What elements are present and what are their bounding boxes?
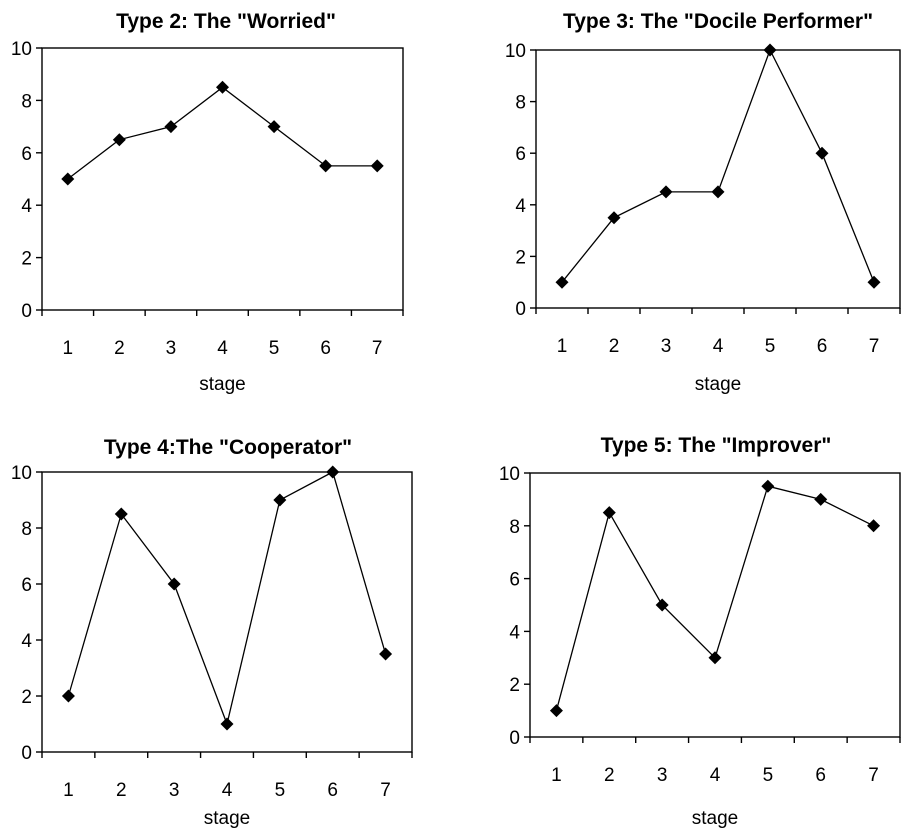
x-tick-label: 6 [320,338,331,359]
data-point [814,493,827,506]
y-tick-label: 0 [21,743,32,764]
x-tick-label: 5 [275,780,286,801]
x-tick-label: 2 [604,765,615,786]
x-tick-label: 3 [166,338,177,359]
x-tick-label: 2 [114,338,125,359]
plot-frame [536,50,900,308]
plot-frame [530,473,900,737]
series-line [556,486,873,710]
data-point [164,120,177,133]
data-point [761,480,774,493]
data-point [550,704,563,717]
y-tick-label: 6 [21,575,32,596]
y-tick-label: 0 [21,301,32,322]
y-tick-label: 6 [509,570,520,591]
series-line [68,472,385,724]
x-tick-label: 1 [62,338,73,359]
x-tick-label: 1 [557,336,568,357]
x-tick-label: 4 [713,336,724,357]
x-axis-label: stage [204,808,250,829]
x-tick-label: 7 [372,338,383,359]
y-tick-label: 2 [21,687,32,708]
data-point [216,81,229,94]
data-point [168,578,181,591]
x-axis-label: stage [199,374,245,395]
x-tick-label: 6 [815,765,826,786]
x-tick-label: 7 [380,780,391,801]
x-axis-label: stage [695,374,741,395]
y-tick-label: 10 [11,463,32,484]
data-point [660,185,673,198]
y-tick-label: 8 [509,517,520,538]
x-tick-label: 7 [869,336,880,357]
data-point [61,173,74,186]
x-tick-label: 4 [710,765,721,786]
y-tick-label: 8 [21,519,32,540]
y-tick-label: 4 [515,196,526,217]
data-point [603,506,616,519]
y-tick-label: 2 [515,247,526,268]
y-tick-label: 0 [509,728,520,749]
x-tick-label: 5 [765,336,776,357]
y-tick-label: 10 [11,39,32,60]
data-point [268,120,281,133]
y-tick-label: 8 [21,91,32,112]
y-tick-label: 2 [21,249,32,270]
data-point [379,648,392,661]
y-tick-label: 4 [21,631,32,652]
y-tick-label: 0 [515,299,526,320]
data-point [319,159,332,172]
x-tick-label: 6 [817,336,828,357]
y-tick-label: 6 [515,144,526,165]
data-point [868,276,881,289]
chart-title: Type 2: The "Worried" [116,10,336,33]
data-point [712,185,725,198]
x-axis-label: stage [692,808,738,829]
series-line [562,50,874,282]
data-point [115,508,128,521]
chart-title: Type 3: The "Docile Performer" [563,10,873,33]
x-tick-label: 4 [222,780,233,801]
plot-frame [42,472,412,752]
data-point [816,147,829,160]
data-point [113,133,126,146]
x-tick-label: 1 [63,780,74,801]
data-point [867,519,880,532]
chart-title: Type 5: The "Improver" [601,434,832,457]
y-tick-label: 2 [509,675,520,696]
data-point [273,494,286,507]
y-tick-label: 4 [509,622,520,643]
x-tick-label: 3 [657,765,668,786]
y-tick-label: 10 [499,464,520,485]
x-tick-label: 7 [868,765,879,786]
data-point [371,159,384,172]
y-tick-label: 10 [505,41,526,62]
x-tick-label: 6 [327,780,338,801]
x-tick-label: 2 [116,780,127,801]
x-tick-label: 5 [269,338,280,359]
y-tick-label: 8 [515,93,526,114]
y-tick-label: 4 [21,196,32,217]
data-point [608,211,621,224]
data-point [764,44,777,57]
x-tick-label: 5 [763,765,774,786]
x-tick-label: 3 [661,336,672,357]
x-tick-label: 4 [217,338,228,359]
data-point [221,718,234,731]
x-tick-label: 2 [609,336,620,357]
x-tick-label: 3 [169,780,180,801]
data-point [326,466,339,479]
y-tick-label: 6 [21,144,32,165]
chart-title: Type 4:The "Cooperator" [104,436,352,459]
x-tick-label: 1 [551,765,562,786]
data-point [62,690,75,703]
data-point [556,276,569,289]
